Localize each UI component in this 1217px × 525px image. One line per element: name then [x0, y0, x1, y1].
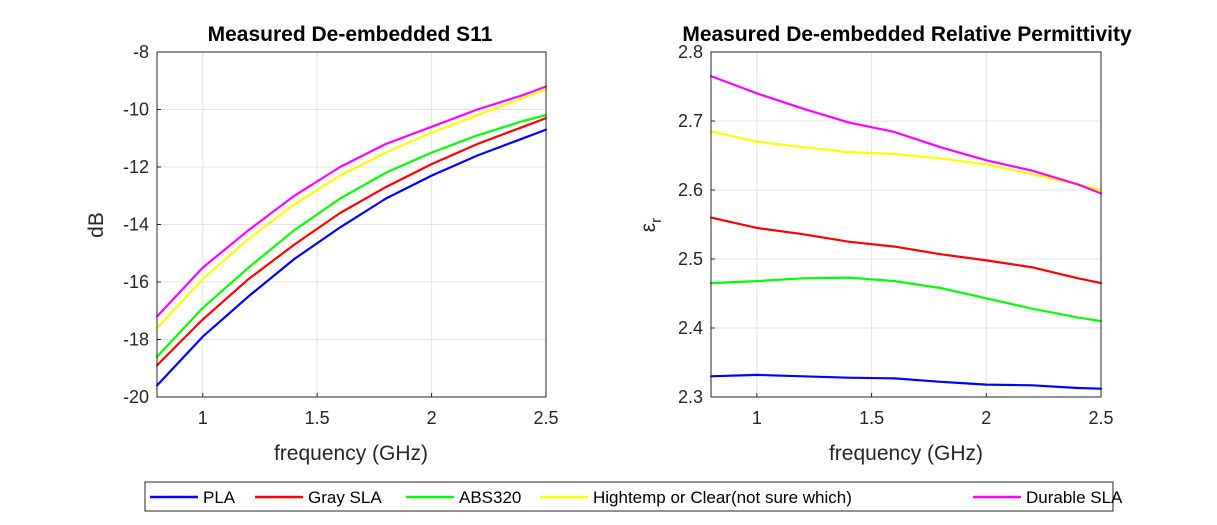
- x-tick-label: 2.5: [533, 408, 558, 428]
- y-tick-label: 2.6: [678, 180, 703, 200]
- x-tick-label: 2.5: [1088, 408, 1113, 428]
- legend-box: [144, 481, 1114, 512]
- series-line-hightemp-or-clear-not-sure-which: [709, 130, 1103, 192]
- subscript-r: r: [648, 218, 665, 223]
- series-line-gray-sla: [155, 116, 548, 367]
- series-line-abs320: [709, 276, 1103, 323]
- x-tick-label: 2: [427, 408, 437, 428]
- legend-item: Hightemp or Clear(not sure which): [540, 488, 852, 507]
- y-tick-label: 2.4: [678, 318, 703, 338]
- x-tick-label: 1: [752, 408, 762, 428]
- series-line-hightemp-or-clear-not-sure-which: [155, 88, 548, 330]
- x-axis-label: frequency (GHz): [829, 442, 983, 465]
- y-tick-label: -16: [123, 272, 149, 292]
- plot-area: [711, 52, 1101, 397]
- axes-frame: [710, 51, 1102, 398]
- s11-chart: Measured De-embedded S11 frequency (GHz)…: [85, 23, 559, 465]
- chart-title: Measured De-embedded S11: [208, 23, 493, 46]
- x-tick-label: 2: [981, 408, 991, 428]
- axes-frame: [156, 51, 547, 398]
- y-axis-label: dB: [85, 212, 108, 238]
- y-tick-label: -14: [123, 215, 149, 235]
- series-line-abs320: [155, 114, 548, 358]
- y-tick-label: -8: [133, 42, 149, 62]
- legend-item: ABS320: [406, 488, 521, 507]
- series-line-pla: [709, 373, 1103, 390]
- legend-label: Durable SLA: [1026, 488, 1123, 507]
- legend-item: PLA: [150, 488, 236, 507]
- y-tick-label: 2.5: [678, 249, 703, 269]
- legend-label: Gray SLA: [308, 488, 382, 507]
- x-tick-label: 1.5: [305, 408, 330, 428]
- y-tick-label: 2.7: [678, 111, 703, 131]
- y-tick-label: -12: [123, 157, 149, 177]
- y-tick-label: 2.3: [678, 387, 703, 407]
- series-line-gray-sla: [709, 216, 1103, 285]
- legend-label: ABS320: [459, 488, 521, 507]
- y-tick-label: -20: [123, 387, 149, 407]
- x-axis-label: frequency (GHz): [274, 442, 428, 465]
- y-tick-label: -10: [123, 100, 149, 120]
- legend-item: Durable SLA: [973, 488, 1123, 507]
- y-axis-label: εr: [637, 218, 665, 232]
- legend-label: Hightemp or Clear(not sure which): [593, 488, 852, 507]
- legend-item: Gray SLA: [255, 488, 382, 507]
- permittivity-chart: Measured De-embedded Relative Permittivi…: [637, 23, 1132, 465]
- series-line-durable-sla: [709, 74, 1103, 195]
- legend-label: PLA: [203, 488, 236, 507]
- legend: PLA Gray SLA ABS320 Hightemp or Clear(not s…: [144, 481, 1123, 512]
- x-tick-label: 1.5: [859, 408, 884, 428]
- epsilon-symbol: ε: [637, 223, 660, 232]
- series-line-durable-sla: [155, 85, 548, 318]
- y-tick-label: 2.8: [678, 42, 703, 62]
- y-tick-label: -18: [123, 330, 149, 350]
- series-line-pla: [155, 128, 548, 387]
- chart-title: Measured De-embedded Relative Permittivi…: [682, 23, 1132, 46]
- x-tick-label: 1: [198, 408, 208, 428]
